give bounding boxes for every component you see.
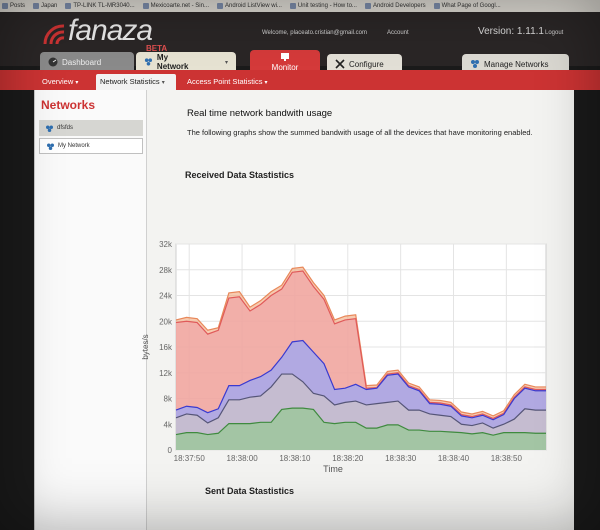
version-label: Version: 1.11.1 <box>478 26 544 37</box>
y-axis-label: bytes/s <box>141 334 150 359</box>
y-tick-label: 24k <box>159 292 173 301</box>
favicon-icon <box>433 3 440 9</box>
x-tick-label: 18:38:00 <box>227 454 259 463</box>
page-title: Real time network bandwith usage <box>187 108 333 119</box>
bookmark-item[interactable]: What Page of Googl... <box>433 0 501 12</box>
y-tick-label: 16k <box>159 343 173 352</box>
page-description: The following graphs show the summed ban… <box>187 128 533 137</box>
sidebar-item-network[interactable]: dfsfds <box>39 120 143 136</box>
bookmark-item[interactable]: TP-LINK TL-MR3040... <box>65 0 135 12</box>
series-line <box>175 373 546 429</box>
bookmark-item[interactable]: Japan <box>33 0 57 12</box>
x-tick-label: 18:38:50 <box>491 454 523 463</box>
favicon-icon <box>65 3 72 9</box>
sent-heading: Sent Data Stastistics <box>205 486 295 496</box>
subnav-overview[interactable]: Overview ▾ <box>42 77 79 86</box>
sub-navigation: Overview ▾ Network Statistics ▾ Access P… <box>0 70 600 90</box>
x-tick-label: 18:38:10 <box>279 454 311 463</box>
favicon-icon <box>364 3 371 9</box>
favicon-icon <box>289 3 296 9</box>
beta-badge: BETA <box>146 44 168 53</box>
tools-icon <box>335 59 345 69</box>
network-icon <box>47 142 54 150</box>
x-tick-label: 18:38:20 <box>332 454 364 463</box>
bookmarks-bar: Posts Japan TP-LINK TL-MR3040... Mexicoa… <box>0 0 600 12</box>
tab-my-network[interactable]: My Network ▾ <box>136 52 236 72</box>
subnav-access-point-statistics[interactable]: Access Point Statistics ▾ <box>187 77 268 86</box>
brand-logo[interactable]: fanaza BETA <box>42 14 167 53</box>
y-tick-label: 32k <box>159 240 173 249</box>
received-heading: Received Data Stastistics <box>185 170 295 180</box>
favicon-icon <box>2 3 8 9</box>
logout-link[interactable]: Logout <box>545 30 564 36</box>
bookmark-item[interactable]: Android Developers <box>364 0 426 12</box>
monitor-icon <box>281 53 289 61</box>
series-area <box>176 408 546 450</box>
sidebar-item-network[interactable]: My Network <box>39 138 143 154</box>
brand-wordmark: fanaza <box>68 14 153 47</box>
favicon-icon <box>142 3 149 9</box>
y-tick-label: 28k <box>159 266 173 275</box>
wifi-logo-icon <box>43 24 65 45</box>
networks-sidebar: Networks dfsfds My Network <box>35 90 147 530</box>
x-tick-label: 18:38:40 <box>438 454 470 463</box>
bookmark-item[interactable]: Mexicoarte.net - Sin... <box>142 0 209 12</box>
series-line <box>175 407 546 436</box>
y-tick-label: 4k <box>164 420 173 429</box>
y-tick-label: 12k <box>159 369 173 378</box>
x-tick-label: 18:37:50 <box>174 454 206 463</box>
x-axis-label: Time <box>323 464 343 474</box>
y-tick-label: 20k <box>159 317 173 326</box>
tab-dashboard[interactable]: Dashboard <box>40 52 134 72</box>
network-icon <box>471 60 479 68</box>
x-tick-label: 18:38:30 <box>385 454 417 463</box>
welcome-text: Welcome, placeato.cristian@gmail.com <box>262 30 368 36</box>
chevron-down-icon: ▾ <box>264 80 268 86</box>
chevron-down-icon: ▾ <box>161 80 165 86</box>
favicon-icon <box>33 3 40 9</box>
bookmark-item[interactable]: Android ListView wi... <box>216 0 282 12</box>
network-icon <box>144 58 153 66</box>
tab-manage-networks[interactable]: Manage Networks <box>462 54 569 74</box>
series-line <box>175 339 546 421</box>
account-link[interactable]: Account <box>387 30 409 36</box>
tab-configure[interactable]: Configure <box>327 54 402 74</box>
y-tick-label: 8k <box>164 395 173 404</box>
chevron-down-icon: ▾ <box>75 80 79 86</box>
bookmark-item[interactable]: Posts <box>2 0 25 12</box>
y-tick-label: 0 <box>168 446 173 455</box>
received-bandwidth-chart: 0 4k 8k 12k 16k 20k 24k 28k 32k 18:37:50 18:38:00 1… <box>141 240 547 474</box>
network-icon <box>46 124 53 132</box>
bookmark-item[interactable]: Unit testing - How to... <box>289 0 357 12</box>
series-line <box>175 270 546 420</box>
dashboard-icon <box>48 57 58 67</box>
sidebar-title: Networks <box>41 98 96 112</box>
favicon-icon <box>216 3 223 9</box>
subnav-network-statistics[interactable]: Network Statistics ▾ <box>96 74 176 90</box>
chevron-down-icon: ▾ <box>224 59 228 66</box>
